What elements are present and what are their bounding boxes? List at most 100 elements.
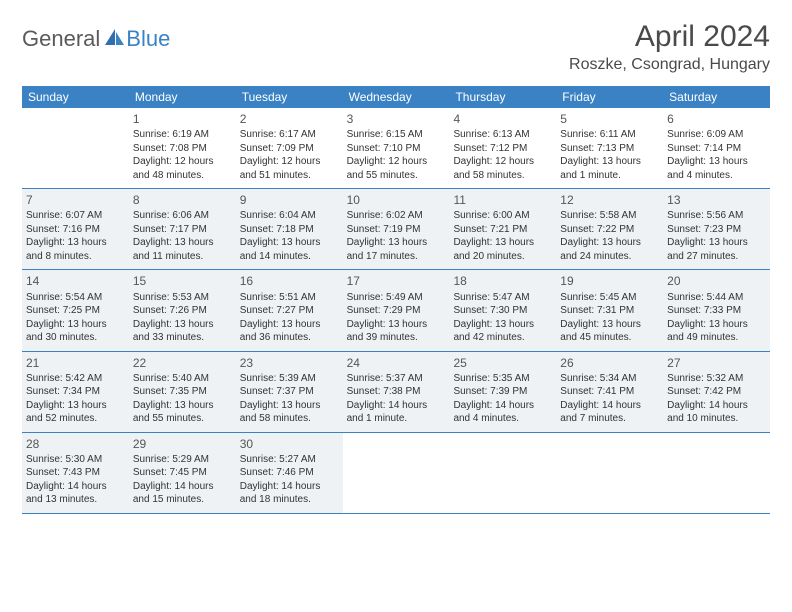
week-row: 1Sunrise: 6:19 AMSunset: 7:08 PMDaylight…	[22, 108, 770, 189]
day-cell: 10Sunrise: 6:02 AMSunset: 7:19 PMDayligh…	[343, 189, 450, 269]
sunset-line: Sunset: 7:23 PM	[667, 223, 766, 237]
sunrise-line: Sunrise: 6:02 AM	[347, 209, 446, 223]
daylight-line1: Daylight: 13 hours	[667, 236, 766, 250]
day-cell: 30Sunrise: 5:27 AMSunset: 7:46 PMDayligh…	[236, 433, 343, 513]
day-cell: 6Sunrise: 6:09 AMSunset: 7:14 PMDaylight…	[663, 108, 770, 188]
day-number: 9	[240, 192, 339, 208]
daylight-line2: and 24 minutes.	[560, 250, 659, 264]
sunrise-line: Sunrise: 5:35 AM	[453, 372, 552, 386]
sunrise-line: Sunrise: 5:51 AM	[240, 291, 339, 305]
day-number: 16	[240, 273, 339, 289]
daylight-line1: Daylight: 13 hours	[667, 155, 766, 169]
sunrise-line: Sunrise: 6:07 AM	[26, 209, 125, 223]
day-cell: 16Sunrise: 5:51 AMSunset: 7:27 PMDayligh…	[236, 270, 343, 350]
day-cell: 21Sunrise: 5:42 AMSunset: 7:34 PMDayligh…	[22, 352, 129, 432]
day-cell: 20Sunrise: 5:44 AMSunset: 7:33 PMDayligh…	[663, 270, 770, 350]
day-number: 7	[26, 192, 125, 208]
daylight-line2: and 1 minute.	[347, 412, 446, 426]
daylight-line1: Daylight: 12 hours	[453, 155, 552, 169]
sunrise-line: Sunrise: 6:11 AM	[560, 128, 659, 142]
daylight-line1: Daylight: 13 hours	[453, 318, 552, 332]
daylight-line2: and 17 minutes.	[347, 250, 446, 264]
day-number: 8	[133, 192, 232, 208]
day-cell: 27Sunrise: 5:32 AMSunset: 7:42 PMDayligh…	[663, 352, 770, 432]
day-number: 15	[133, 273, 232, 289]
day-cell: 22Sunrise: 5:40 AMSunset: 7:35 PMDayligh…	[129, 352, 236, 432]
weekday-header-row: SundayMondayTuesdayWednesdayThursdayFrid…	[22, 86, 770, 108]
day-cell: 1Sunrise: 6:19 AMSunset: 7:08 PMDaylight…	[129, 108, 236, 188]
sunset-line: Sunset: 7:37 PM	[240, 385, 339, 399]
sunset-line: Sunset: 7:22 PM	[560, 223, 659, 237]
day-cell: 18Sunrise: 5:47 AMSunset: 7:30 PMDayligh…	[449, 270, 556, 350]
daylight-line1: Daylight: 13 hours	[240, 318, 339, 332]
sunset-line: Sunset: 7:35 PM	[133, 385, 232, 399]
day-number: 12	[560, 192, 659, 208]
day-cell: 5Sunrise: 6:11 AMSunset: 7:13 PMDaylight…	[556, 108, 663, 188]
daylight-line1: Daylight: 13 hours	[560, 155, 659, 169]
day-cell: 25Sunrise: 5:35 AMSunset: 7:39 PMDayligh…	[449, 352, 556, 432]
sunset-line: Sunset: 7:38 PM	[347, 385, 446, 399]
daylight-line1: Daylight: 14 hours	[560, 399, 659, 413]
day-cell: 9Sunrise: 6:04 AMSunset: 7:18 PMDaylight…	[236, 189, 343, 269]
daylight-line1: Daylight: 12 hours	[240, 155, 339, 169]
calendar: SundayMondayTuesdayWednesdayThursdayFrid…	[22, 86, 770, 514]
daylight-line1: Daylight: 14 hours	[667, 399, 766, 413]
daylight-line1: Daylight: 13 hours	[560, 318, 659, 332]
weekday-header: Monday	[129, 86, 236, 108]
daylight-line2: and 13 minutes.	[26, 493, 125, 507]
sunrise-line: Sunrise: 5:32 AM	[667, 372, 766, 386]
day-cell: 15Sunrise: 5:53 AMSunset: 7:26 PMDayligh…	[129, 270, 236, 350]
daylight-line1: Daylight: 13 hours	[347, 236, 446, 250]
sunset-line: Sunset: 7:17 PM	[133, 223, 232, 237]
sunrise-line: Sunrise: 5:40 AM	[133, 372, 232, 386]
day-number: 23	[240, 355, 339, 371]
daylight-line2: and 51 minutes.	[240, 169, 339, 183]
sunrise-line: Sunrise: 5:58 AM	[560, 209, 659, 223]
weekday-header: Tuesday	[236, 86, 343, 108]
daylight-line2: and 58 minutes.	[240, 412, 339, 426]
sunrise-line: Sunrise: 5:30 AM	[26, 453, 125, 467]
daylight-line1: Daylight: 13 hours	[453, 236, 552, 250]
day-cell	[663, 433, 770, 513]
sunrise-line: Sunrise: 6:15 AM	[347, 128, 446, 142]
week-row: 21Sunrise: 5:42 AMSunset: 7:34 PMDayligh…	[22, 352, 770, 433]
daylight-line2: and 55 minutes.	[347, 169, 446, 183]
sunset-line: Sunset: 7:14 PM	[667, 142, 766, 156]
week-row: 14Sunrise: 5:54 AMSunset: 7:25 PMDayligh…	[22, 270, 770, 351]
sunrise-line: Sunrise: 6:06 AM	[133, 209, 232, 223]
day-number: 5	[560, 111, 659, 127]
header: General Blue April 2024 Roszke, Csongrad…	[22, 20, 770, 74]
sunset-line: Sunset: 7:46 PM	[240, 466, 339, 480]
sunset-line: Sunset: 7:29 PM	[347, 304, 446, 318]
daylight-line1: Daylight: 14 hours	[453, 399, 552, 413]
logo-sail-icon	[104, 27, 126, 52]
daylight-line1: Daylight: 12 hours	[133, 155, 232, 169]
sunrise-line: Sunrise: 6:13 AM	[453, 128, 552, 142]
daylight-line1: Daylight: 14 hours	[133, 480, 232, 494]
sunset-line: Sunset: 7:39 PM	[453, 385, 552, 399]
daylight-line1: Daylight: 14 hours	[240, 480, 339, 494]
daylight-line2: and 42 minutes.	[453, 331, 552, 345]
weeks-container: 1Sunrise: 6:19 AMSunset: 7:08 PMDaylight…	[22, 108, 770, 514]
week-row: 7Sunrise: 6:07 AMSunset: 7:16 PMDaylight…	[22, 189, 770, 270]
week-row: 28Sunrise: 5:30 AMSunset: 7:43 PMDayligh…	[22, 433, 770, 514]
day-number: 24	[347, 355, 446, 371]
sunset-line: Sunset: 7:08 PM	[133, 142, 232, 156]
day-cell: 11Sunrise: 6:00 AMSunset: 7:21 PMDayligh…	[449, 189, 556, 269]
sunrise-line: Sunrise: 6:19 AM	[133, 128, 232, 142]
day-cell: 14Sunrise: 5:54 AMSunset: 7:25 PMDayligh…	[22, 270, 129, 350]
daylight-line1: Daylight: 14 hours	[26, 480, 125, 494]
sunrise-line: Sunrise: 5:29 AM	[133, 453, 232, 467]
day-cell: 12Sunrise: 5:58 AMSunset: 7:22 PMDayligh…	[556, 189, 663, 269]
daylight-line2: and 18 minutes.	[240, 493, 339, 507]
daylight-line1: Daylight: 13 hours	[133, 399, 232, 413]
sunset-line: Sunset: 7:33 PM	[667, 304, 766, 318]
day-cell: 26Sunrise: 5:34 AMSunset: 7:41 PMDayligh…	[556, 352, 663, 432]
sunset-line: Sunset: 7:43 PM	[26, 466, 125, 480]
daylight-line1: Daylight: 13 hours	[240, 399, 339, 413]
sunrise-line: Sunrise: 5:34 AM	[560, 372, 659, 386]
daylight-line2: and 49 minutes.	[667, 331, 766, 345]
logo: General Blue	[22, 26, 170, 52]
sunrise-line: Sunrise: 6:00 AM	[453, 209, 552, 223]
daylight-line1: Daylight: 13 hours	[26, 236, 125, 250]
